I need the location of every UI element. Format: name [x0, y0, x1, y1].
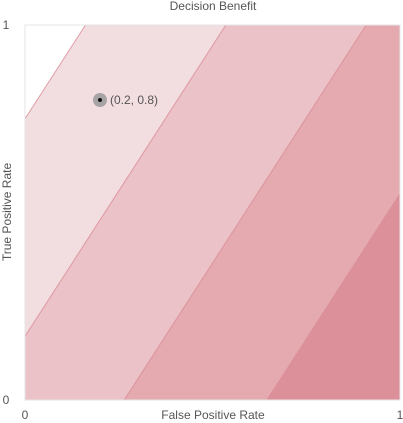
- x-tick-label-1: 1: [397, 408, 403, 422]
- contour-boundaries: [24, 24, 401, 401]
- x-axis-label: False Positive Rate: [161, 408, 265, 422]
- contour-boundary: [266, 193, 401, 401]
- contour-bands: [25, 25, 400, 400]
- y-tick-label-1: 1: [3, 18, 10, 32]
- contour-boundary: [24, 24, 86, 120]
- contour-boundary: [123, 24, 367, 401]
- operating-point-dot[interactable]: [98, 98, 102, 102]
- contour-band-3: [124, 25, 400, 400]
- chart-title: Decision Benefit: [170, 0, 257, 13]
- y-tick-label-0: 0: [3, 393, 10, 407]
- operating-point-label: (0.2, 0.8): [110, 93, 158, 107]
- y-axis-label: True Positive Rate: [0, 163, 14, 262]
- operating-point[interactable]: (0.2, 0.8): [93, 93, 158, 107]
- x-tick-label-0: 0: [22, 408, 29, 422]
- contour-band-2: [25, 25, 367, 400]
- contour-boundary: [24, 24, 227, 337]
- plot-frame: [24, 24, 401, 401]
